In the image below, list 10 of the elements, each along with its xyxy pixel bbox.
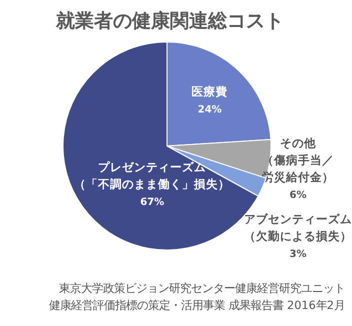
data-label: 67% xyxy=(140,196,164,208)
data-label: 6% xyxy=(290,190,306,202)
chart-title: 就業者の健康関連総コスト xyxy=(55,10,284,32)
slice-label: アブセンティーズム（欠勤による損失） xyxy=(244,212,352,244)
data-label: 24% xyxy=(198,104,222,116)
text: 東京大学政策ビジョン研究センター健康経営研究ユニット xyxy=(59,282,345,295)
text: 健康経営評価指標の策定・活用事業 成果報告書 2016年2月 xyxy=(48,299,345,312)
slice-label: 医療費 xyxy=(192,84,228,99)
data-label: 3% xyxy=(290,249,306,260)
slice-label: プレゼンティーズム（「不調のまま働く」損失） xyxy=(74,160,230,191)
